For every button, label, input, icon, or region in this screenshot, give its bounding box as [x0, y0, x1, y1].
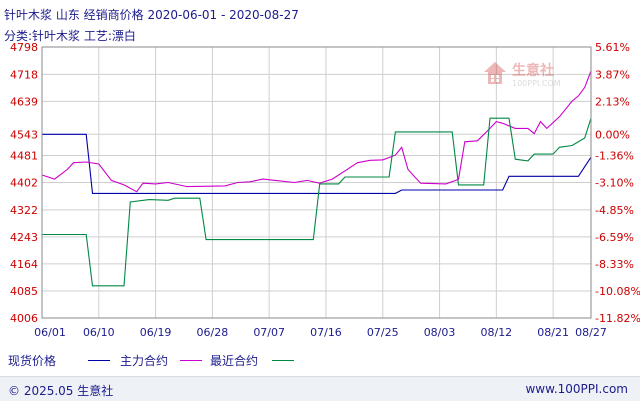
x-tick-label: 08/12 [480, 326, 512, 339]
y-tick-label: 4543 [10, 128, 38, 141]
legend-swatch-spot [88, 360, 110, 361]
y2-tick-label: -11.82% [595, 312, 640, 325]
legend-swatch-nearest [272, 360, 294, 361]
y-tick-label: 4639 [10, 95, 38, 108]
price-chart: 4006 -11.82% 4085 -10.08% 4164 -8.33% 4243 -6.5… [10, 41, 640, 339]
y-tick-label: 4243 [10, 231, 38, 244]
y-tick-label: 4322 [10, 204, 38, 217]
watermark-url: 100PPI.COM [512, 79, 561, 88]
x-tick-label: 08/03 [424, 326, 456, 339]
y2-tick-label: -4.85% [595, 204, 634, 217]
footer-site-link[interactable]: www.100PPI.com [525, 382, 628, 396]
chart-title: 针叶木浆 山东 经销商价格 2020-06-01 - 2020-08-27 [4, 8, 299, 22]
y2-tick-label: 5.61% [595, 41, 630, 54]
x-tick-label: 08/27 [575, 326, 607, 339]
series-line-2 [42, 117, 592, 287]
legend-label-main: 主力合约 [120, 354, 169, 368]
y2-tick-label: -8.33% [595, 258, 634, 271]
legend-label-spot: 现货价格 [8, 354, 57, 368]
y2-tick-label: -1.36% [595, 149, 634, 162]
x-tick-label: 06/19 [140, 326, 172, 339]
x-tick-label: 06/10 [83, 326, 115, 339]
watermark-house-icon [484, 62, 506, 84]
y-tick-label: 4798 [10, 41, 38, 54]
series-line-1 [41, 70, 592, 193]
legend-label-nearest: 最近合约 [210, 354, 259, 368]
watermark-name: 生意社 [512, 62, 554, 79]
footer-bar: © 2025.05 生意社 www.100PPI.com [0, 376, 640, 401]
y2-tick-label: -6.59% [595, 231, 634, 244]
y2-tick-label: -10.08% [595, 285, 640, 298]
y-tick-label: 4718 [10, 68, 38, 81]
x-tick-label: 06/01 [34, 326, 66, 339]
y2-tick-label: 3.87% [595, 68, 630, 81]
x-tick-label: 06/28 [197, 326, 229, 339]
legend-swatch-main [180, 360, 202, 361]
y-tick-label: 4481 [10, 149, 38, 162]
y-tick-label: 4085 [10, 285, 38, 298]
y-tick-label: 4006 [10, 312, 38, 325]
x-tick-label: 07/16 [310, 326, 342, 339]
y2-tick-label: 2.13% [595, 95, 630, 108]
footer-copyright: © 2025.05 生意社 [8, 384, 114, 398]
x-tick-label: 07/25 [367, 326, 399, 339]
y-tick-label: 4402 [10, 177, 38, 190]
y2-tick-label: -3.10% [595, 177, 634, 190]
plot-frame [41, 46, 592, 319]
x-tick-label: 07/07 [253, 326, 285, 339]
chart-subtitle: 分类:针叶木浆 工艺:漂白 [4, 29, 136, 43]
y2-tick-label: 0.00% [595, 128, 630, 141]
y-tick-label: 4164 [10, 258, 38, 271]
series-line-0 [42, 133, 592, 194]
x-tick-label: 08/21 [537, 326, 569, 339]
watermark-logo: 生意社 100PPI.COM [484, 62, 561, 88]
